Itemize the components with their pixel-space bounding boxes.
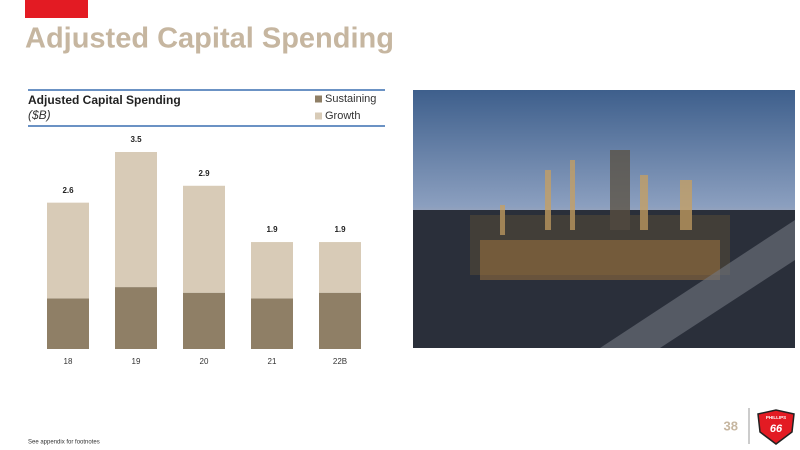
slide-title: Adjusted Capital Spending xyxy=(25,23,394,55)
x-tick-label: 18 xyxy=(64,357,73,366)
legend-label: Sustaining xyxy=(325,93,376,105)
bar-segment xyxy=(319,242,361,293)
footnote: See appendix for footnotes xyxy=(28,440,100,446)
bar-segment xyxy=(115,152,157,288)
bar-segment xyxy=(115,287,157,349)
x-tick-label: 19 xyxy=(132,357,141,366)
total-label: 1.9 xyxy=(266,225,278,234)
legend-swatch xyxy=(315,95,322,103)
bar-segment xyxy=(183,292,225,349)
page-number: 38 xyxy=(724,418,738,433)
x-tick-label: 22B xyxy=(333,357,347,366)
chart-subtitle: ($B) xyxy=(28,108,51,122)
accent-bar xyxy=(25,0,88,18)
x-tick-label: 20 xyxy=(200,357,209,366)
photo xyxy=(413,90,795,348)
chart-title: Adjusted Capital Spending xyxy=(28,93,181,107)
legend-label: Growth xyxy=(325,110,360,122)
logo-text: PHILLIPS xyxy=(766,415,786,420)
logo: PHILLIPS 66 xyxy=(757,409,795,445)
total-label: 2.9 xyxy=(198,169,210,178)
legend-swatch xyxy=(315,112,322,120)
logo-text: 66 xyxy=(770,423,783,435)
total-label: 1.9 xyxy=(334,225,346,234)
x-tick-label: 21 xyxy=(268,357,277,366)
total-label: 3.5 xyxy=(130,135,142,144)
bar-segment xyxy=(251,298,293,349)
bar-segment xyxy=(319,292,361,349)
bar-segment xyxy=(251,242,293,299)
bar-segment xyxy=(47,298,89,349)
bar-segment xyxy=(183,185,225,293)
total-label: 2.6 xyxy=(62,186,74,195)
bar-segment xyxy=(47,202,89,299)
